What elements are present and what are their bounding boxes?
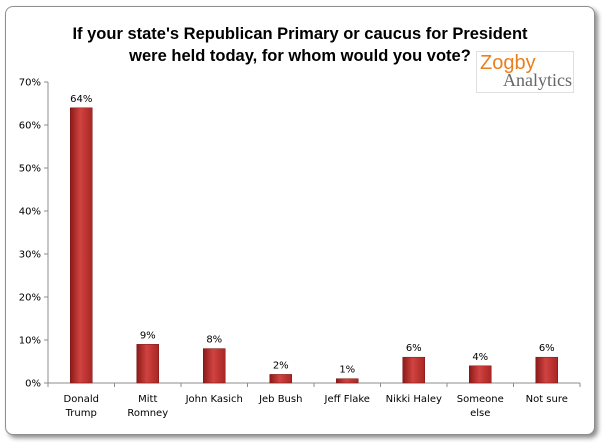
category-label: Not sure (526, 394, 568, 405)
category-label: Romney (127, 408, 168, 419)
bar (203, 348, 226, 384)
category-label: Donald (64, 394, 99, 405)
y-tick-label: 40% (19, 207, 41, 218)
data-label: 6% (406, 343, 422, 354)
y-tick-label: 10% (19, 336, 41, 347)
axes (44, 81, 581, 387)
category-label: Trump (65, 408, 97, 419)
bar (136, 344, 159, 384)
logo-text-analytics: Analytics (503, 70, 572, 90)
data-label: 2% (273, 360, 289, 371)
category-label: Someone (457, 394, 504, 405)
category-label: Mitt (138, 394, 157, 405)
y-tick-label: 50% (19, 164, 41, 175)
data-label: 6% (539, 343, 555, 354)
bar (402, 356, 425, 384)
chart-title-line-2: were held today, for whom would you vote… (129, 47, 471, 65)
bar (535, 356, 558, 384)
y-tick-label: 20% (19, 293, 41, 304)
bar (70, 107, 93, 384)
data-label: 1% (339, 365, 355, 376)
category-label: else (470, 408, 490, 419)
bar (336, 378, 359, 384)
chart-title-line-1: If your state's Republican Primary or ca… (72, 25, 528, 43)
y-tick-label: 30% (19, 250, 41, 261)
y-tick-label: 0% (25, 379, 41, 390)
category-label: Jeff Flake (324, 394, 370, 405)
chart-title: If your state's Republican Primary or ca… (6, 23, 594, 67)
logo-text-zogby: Zogby (480, 52, 536, 74)
data-label: 9% (140, 330, 156, 341)
category-label: John Kasich (185, 394, 243, 405)
data-label: 8% (206, 335, 222, 346)
bar (269, 374, 292, 384)
category-label: Nikki Haley (386, 394, 442, 405)
data-label: 4% (472, 352, 488, 363)
category-label: Jeb Bush (258, 394, 302, 405)
y-tick-label: 60% (19, 121, 41, 132)
labels: 0% 10% 20% 30% 40% 50% 60% 70% 64% Donald Trump 9% M… (19, 78, 568, 420)
bars (70, 107, 558, 384)
zogby-analytics-logo: Zogby Analytics (476, 51, 574, 93)
y-tick-label: 70% (19, 78, 41, 89)
data-label: 64% (70, 94, 92, 105)
bar (469, 365, 492, 384)
